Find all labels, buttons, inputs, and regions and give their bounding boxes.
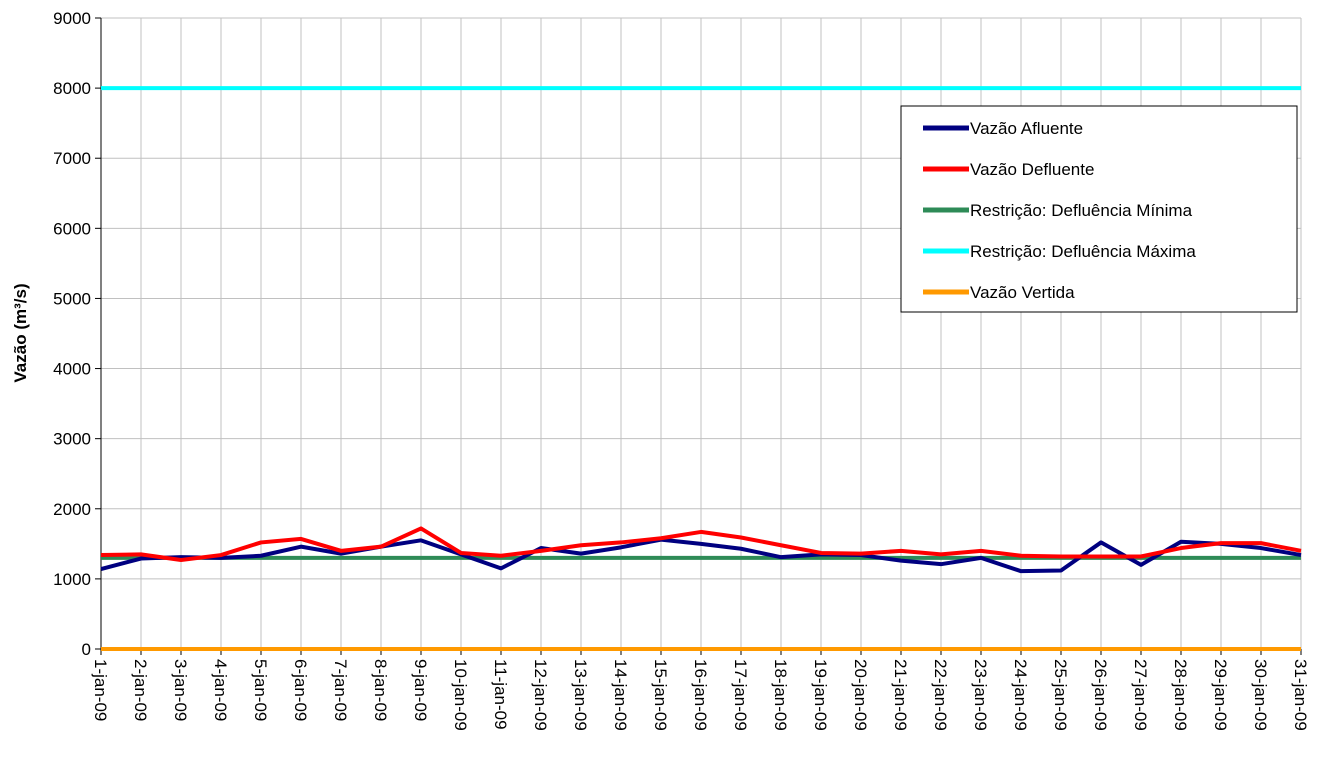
x-tick-label: 24-jan-09 [1011, 659, 1030, 731]
x-tick-label: 29-jan-09 [1211, 659, 1230, 731]
x-tick-label: 16-jan-09 [691, 659, 710, 731]
y-tick-label: 1000 [53, 570, 91, 589]
x-tick-label: 6-jan-09 [291, 659, 310, 721]
y-tick-label: 8000 [53, 79, 91, 98]
x-tick-label: 18-jan-09 [771, 659, 790, 731]
x-tick-label: 11-jan-09 [491, 659, 510, 730]
legend-label: Vazão Defluente [970, 160, 1094, 179]
y-tick-label: 4000 [53, 360, 91, 379]
x-tick-label: 23-jan-09 [971, 659, 990, 731]
x-tick-label: 7-jan-09 [331, 659, 350, 721]
x-tick-label: 5-jan-09 [251, 659, 270, 721]
x-tick-label: 20-jan-09 [851, 659, 870, 731]
series-group [100, 86, 1302, 651]
series-line-1 [100, 526, 1302, 562]
y-tick-label: 3000 [53, 430, 91, 449]
legend-label: Restrição: Defluência Mínima [970, 201, 1193, 220]
legend-label: Restrição: Defluência Máxima [970, 242, 1196, 261]
y-tick-label: 6000 [53, 219, 91, 238]
x-tick-label: 17-jan-09 [731, 659, 750, 731]
x-tick-label: 3-jan-09 [171, 659, 190, 721]
x-tick-label: 10-jan-09 [451, 659, 470, 731]
x-tick-labels: 1-jan-09 2-jan-09 3-jan-09 4-jan-09 5-jan-09… [91, 659, 1310, 731]
y-axis-title: Vazão (m³/s) [11, 283, 30, 382]
x-tick-label: 8-jan-09 [371, 659, 390, 721]
x-tick-label: 12-jan-09 [531, 659, 550, 731]
y-tick-label: 2000 [53, 500, 91, 519]
x-tick-label: 19-jan-09 [811, 659, 830, 731]
x-tick-label: 21-jan-09 [891, 659, 910, 731]
legend-label: Vazão Afluente [970, 119, 1083, 138]
y-tick-labels: 0 1000 2000 3000 4000 5000 6000 7000 8000 9000 [53, 9, 91, 659]
x-tick-label: 14-jan-09 [611, 659, 630, 731]
x-tick-label: 25-jan-09 [1051, 659, 1070, 731]
y-tick-label: 0 [82, 640, 91, 659]
x-tick-label: 28-jan-09 [1171, 659, 1190, 731]
x-tick-label: 26-jan-09 [1091, 659, 1110, 731]
x-tick-label: 9-jan-09 [411, 659, 430, 721]
x-tick-label: 1-jan-09 [91, 659, 110, 721]
series-line-0 [100, 537, 1302, 574]
x-tick-label: 30-jan-09 [1251, 659, 1270, 731]
x-tick-label: 15-jan-09 [651, 659, 670, 731]
legend: Vazão Afluente Vazão Defluente Restrição: … [900, 105, 1298, 313]
x-tick-label: 4-jan-09 [211, 659, 230, 721]
x-tick-label: 27-jan-09 [1131, 659, 1150, 731]
y-tick-label: 7000 [53, 149, 91, 168]
x-tick-label: 13-jan-09 [571, 659, 590, 731]
y-tick-label: 9000 [53, 9, 91, 28]
y-tick-label: 5000 [53, 289, 91, 308]
legend-label: Vazão Vertida [970, 283, 1075, 302]
x-tick-label: 22-jan-09 [931, 659, 950, 731]
x-tick-label: 2-jan-09 [131, 659, 150, 721]
x-tick-label: 31-jan-09 [1291, 659, 1310, 731]
